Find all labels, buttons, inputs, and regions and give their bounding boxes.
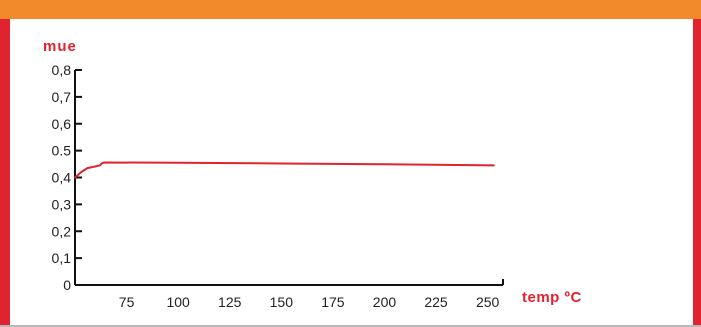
y-tick-label: 0,1 (52, 250, 72, 266)
y-tick-label: 0.5 (52, 143, 72, 159)
y-tick-label: 0,6 (52, 116, 72, 132)
chart-ticks: 0 0,1 0,2 0,3 0,4 0.5 0,6 0,7 0,8 75 100 125 150 175 2… (52, 62, 500, 310)
x-tick-label: 200 (373, 294, 397, 310)
left-frame-border (0, 19, 10, 327)
y-tick-label: 0 (63, 277, 71, 293)
x-tick-label: 175 (321, 294, 345, 310)
x-tick-label: 150 (270, 294, 294, 310)
x-tick-label: 225 (424, 294, 448, 310)
top-banner-bar (0, 0, 701, 19)
y-tick-label: 0,8 (52, 62, 72, 78)
y-tick-label: 0,3 (52, 196, 72, 212)
y-tick-label: 0,4 (52, 170, 72, 186)
y-axis-label: mue (43, 38, 77, 55)
y-tick-label: 0,7 (52, 89, 72, 105)
right-frame-border (693, 19, 701, 327)
y-tick-label: 0,2 (52, 223, 72, 239)
x-tick-label: 250 (476, 294, 500, 310)
bottom-frame-border (0, 325, 701, 327)
x-tick-label: 75 (119, 294, 135, 310)
x-axis-label: temp ºC (522, 289, 582, 306)
x-tick-label: 100 (166, 294, 190, 310)
chart-axes (74, 70, 504, 286)
x-tick-label: 125 (218, 294, 242, 310)
mue-series-line (74, 161, 495, 179)
chart-series (74, 161, 495, 179)
